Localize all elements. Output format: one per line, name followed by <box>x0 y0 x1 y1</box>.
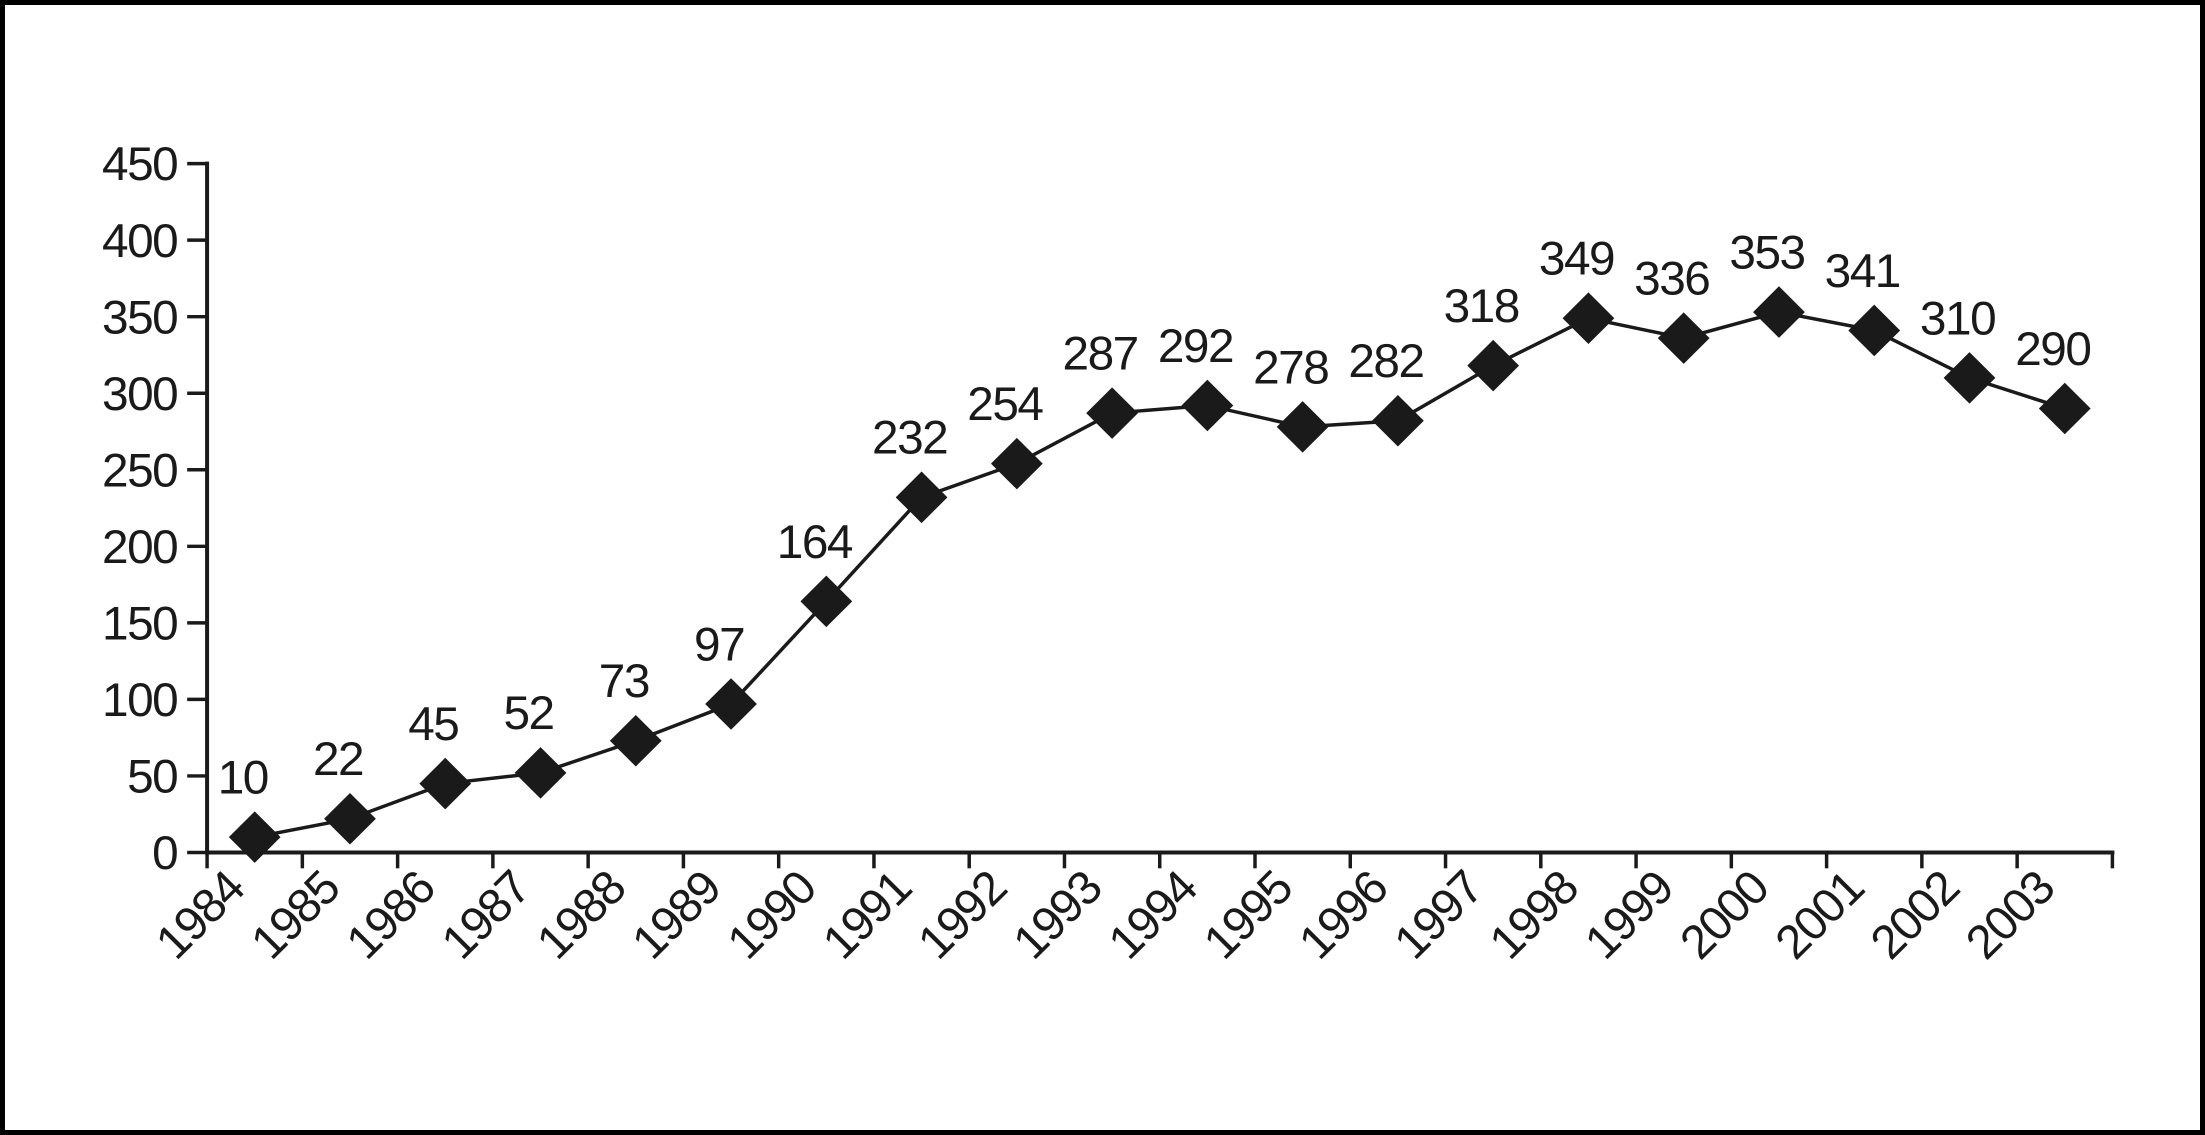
data-point-marker <box>800 575 853 628</box>
x-tick-label: 1990 <box>718 861 826 969</box>
data-point-label: 22 <box>313 733 363 786</box>
data-point-label: 73 <box>599 655 649 708</box>
data-point-marker <box>1562 292 1615 344</box>
data-point-marker <box>1372 395 1424 447</box>
x-tick-label: 1985 <box>241 861 349 969</box>
x-tick-label: 1988 <box>527 861 635 969</box>
x-tick-label: 2000 <box>1670 861 1778 969</box>
data-point-label: 341 <box>1825 245 1900 298</box>
x-tick-label: 1997 <box>1385 861 1493 969</box>
x-tick-label: 1999 <box>1575 861 1683 969</box>
data-point-marker <box>1657 312 1710 364</box>
data-point-marker <box>1086 387 1138 439</box>
data-point-label: 290 <box>2015 323 2090 376</box>
y-tick-label: 200 <box>102 521 177 574</box>
data-point-label: 336 <box>1634 253 1709 306</box>
y-tick-label: 150 <box>102 598 177 651</box>
data-point-marker <box>2038 382 2091 435</box>
data-point-label: 349 <box>1539 233 1614 286</box>
x-tick-label: 1996 <box>1289 861 1397 969</box>
x-tick-label: 1995 <box>1194 861 1302 969</box>
x-tick-label: 1993 <box>1003 861 1111 969</box>
data-point-label: 318 <box>1444 280 1519 333</box>
x-tick-label: 1998 <box>1480 861 1588 969</box>
y-tick-label: 400 <box>102 215 177 268</box>
data-point-marker <box>324 793 376 845</box>
data-point-marker <box>1276 401 1329 453</box>
data-point-marker <box>990 437 1043 490</box>
data-point-label: 45 <box>408 698 458 751</box>
y-tick-label: 100 <box>102 674 177 727</box>
data-point-marker <box>1848 304 1901 357</box>
data-point-label: 310 <box>1920 292 1995 345</box>
data-point-marker <box>1943 352 1996 404</box>
data-point-label: 254 <box>967 378 1043 431</box>
y-tick-label: 50 <box>127 751 177 804</box>
data-point-marker <box>1467 339 1520 392</box>
x-tick-label: 1994 <box>1099 861 1208 970</box>
data-point-label: 232 <box>872 412 947 465</box>
x-tick-label: 1986 <box>337 861 445 969</box>
data-point-label: 353 <box>1729 227 1804 280</box>
x-tick-label: 1987 <box>432 861 540 969</box>
data-point-marker <box>1181 379 1234 432</box>
data-point-marker <box>1753 286 1805 338</box>
y-tick-label: 300 <box>102 368 177 421</box>
y-tick-label: 250 <box>102 445 177 498</box>
line-chart: 0501001502002503003504004501984198519861… <box>102 138 2115 970</box>
data-point-label: 97 <box>694 618 744 671</box>
data-point-marker <box>514 747 567 799</box>
data-point-marker <box>705 678 757 730</box>
data-point-marker <box>609 714 662 767</box>
x-tick-label: 2002 <box>1861 861 1969 969</box>
data-point-label: 282 <box>1348 335 1423 388</box>
x-tick-label: 1992 <box>908 861 1016 969</box>
data-point-marker <box>895 471 948 524</box>
x-tick-label: 2003 <box>1956 861 2064 969</box>
data-point-label: 52 <box>503 687 553 740</box>
data-point-label: 164 <box>777 516 853 569</box>
x-tick-label: 2001 <box>1766 861 1874 969</box>
data-point-label: 292 <box>1158 320 1233 373</box>
x-tick-label: 1989 <box>622 861 730 969</box>
y-tick-label: 450 <box>102 138 177 191</box>
y-tick-label: 0 <box>152 827 177 880</box>
series-line <box>254 310 2066 839</box>
y-tick-label: 350 <box>102 291 177 344</box>
x-tick-label: 1991 <box>813 861 921 969</box>
data-point-marker <box>228 811 281 863</box>
data-point-marker <box>419 757 472 810</box>
data-point-label: 287 <box>1063 328 1138 381</box>
data-point-label: 278 <box>1253 341 1328 394</box>
data-point-label: 10 <box>218 752 268 805</box>
